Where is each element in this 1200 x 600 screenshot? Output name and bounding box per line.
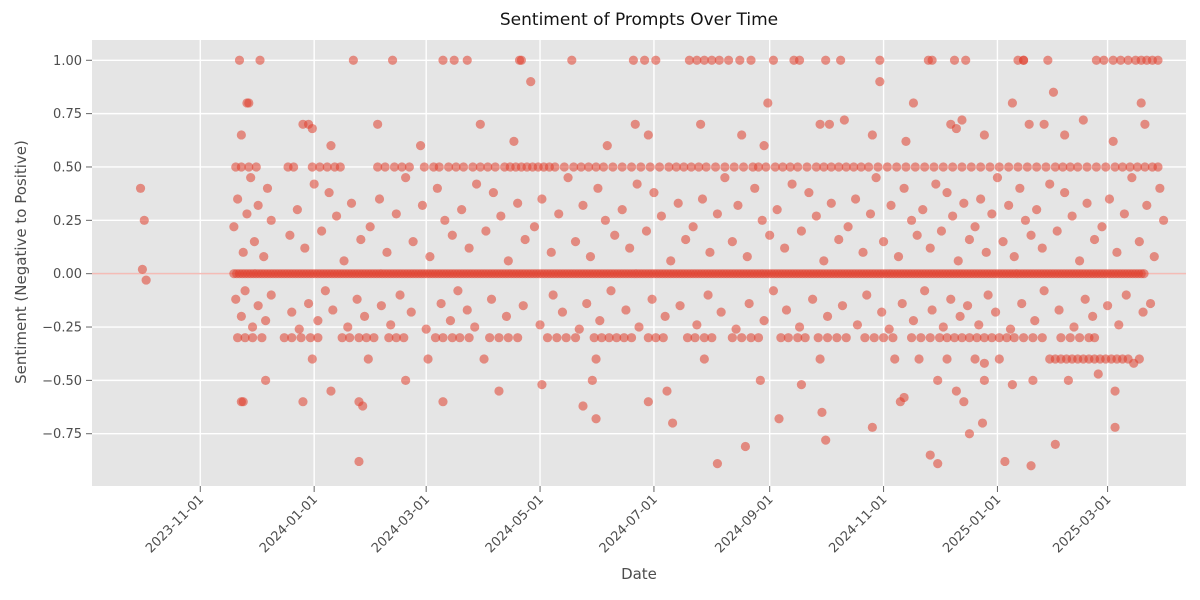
svg-text:2023-11-01: 2023-11-01 [143, 492, 207, 556]
svg-text:−0.25: −0.25 [42, 321, 82, 336]
svg-text:2024-01-01: 2024-01-01 [257, 492, 321, 556]
svg-text:2024-03-01: 2024-03-01 [369, 492, 433, 556]
svg-text:2025-03-01: 2025-03-01 [1050, 492, 1114, 556]
svg-text:2024-11-01: 2024-11-01 [826, 492, 890, 556]
svg-text:−0.50: −0.50 [42, 374, 82, 389]
axis-tick-marks [86, 59, 1109, 492]
svg-text:2025-01-01: 2025-01-01 [940, 492, 1004, 556]
svg-text:0.75: 0.75 [53, 107, 82, 122]
svg-text:0.00: 0.00 [53, 267, 82, 282]
plot-area-background [92, 40, 1186, 486]
y-tick-labels: 1.00 0.75 0.50 0.25 0.00 −0.25 −0.50 −0.75 [42, 54, 82, 442]
svg-text:−0.75: −0.75 [42, 427, 82, 442]
svg-text:0.50: 0.50 [53, 160, 82, 175]
scatter-points [135, 55, 1169, 471]
y-axis-label: Sentiment (Negative to Positive) [12, 140, 30, 384]
chart-title: Sentiment of Prompts Over Time [499, 10, 779, 30]
svg-text:2024-05-01: 2024-05-01 [483, 492, 547, 556]
x-tick-labels: 2023-11-01 2024-01-01 2024-03-01 2024-05-01… [143, 492, 1114, 556]
x-axis-label: Date [621, 565, 657, 583]
svg-text:2024-09-01: 2024-09-01 [712, 492, 776, 556]
svg-text:1.00: 1.00 [53, 54, 82, 69]
svg-text:2024-07-01: 2024-07-01 [597, 492, 661, 556]
svg-text:0.25: 0.25 [53, 214, 82, 229]
